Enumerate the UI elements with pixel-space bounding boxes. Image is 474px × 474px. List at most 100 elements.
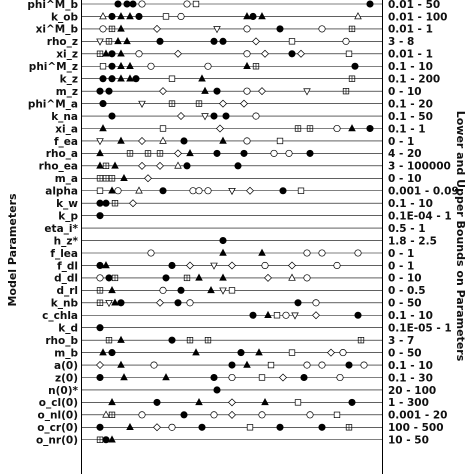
marker-circle-filled [210,373,218,382]
marker-circle-filled [174,299,182,307]
marker-circle-filled [183,162,191,170]
marker-triangle-filled [219,248,227,256]
marker-triangle-filled [126,422,134,431]
marker-circle-open [270,149,278,157]
marker-circle-filled [213,149,221,157]
parameter-label: phi^M_a [28,98,78,110]
marker-circle-filled [102,436,110,444]
marker-square-open [288,38,296,45]
marker-circle-filled [114,0,122,8]
marker-diamond-open [144,174,152,183]
marker-circle-filled [213,386,221,394]
marker-circle-open [303,249,311,257]
marker-triangle-filled [117,74,125,82]
marker-circle-open [159,286,167,294]
marker-square-crossed [96,287,104,294]
bound-label: 0 - 1 [388,136,414,148]
marker-circle-filled [159,187,167,195]
marker-square-open [273,312,281,319]
marker-circle-filled [237,349,245,357]
parameter-label: f_dl [57,260,78,272]
marker-circle-open [282,311,290,319]
marker-triangle-filled [195,273,203,281]
marker-diamond-open [288,261,296,270]
marker-circle-open [243,87,251,95]
bound-label: 0.1 - 50 [388,111,433,123]
marker-circle-filled [123,0,131,8]
bound-label: 10 - 50 [388,435,429,447]
marker-triangle-filled [111,298,119,306]
marker-square-open [228,287,236,294]
marker-diamond-open [258,87,266,96]
marker-circle-open [285,149,293,157]
marker-square-crossed [348,75,356,82]
marker-circle-open [177,12,185,21]
parameter-labels: phi^M_bk_obxi^M_brho_zxi_zphi^M_zk_zm_zp… [27,0,78,447]
marker-circle-open [150,361,158,369]
bound-label: 0.1 - 10 [388,198,433,210]
parameter-label: h_z* [54,235,79,247]
marker-circle-filled [222,112,230,120]
marker-circle-open [258,411,266,419]
parameter-label: rho_a [46,148,78,160]
marker-diamond-open [246,186,254,195]
parameter-label: k_d [58,323,78,335]
marker-triangle-filled [198,74,206,82]
bound-label: 0.1 - 10 [388,61,433,73]
marker-triangle-down-open [96,38,104,46]
marker-diamond-open [96,361,104,370]
marker-diamond-open [312,311,320,320]
bound-label: 0.1E-05 - 1 [388,323,452,335]
marker-circle-open [354,249,362,257]
marker-square-crossed [111,274,119,282]
marker-circle-filled [156,37,164,45]
marker-circle-filled [96,373,104,382]
marker-triangle-filled [255,348,263,356]
parameter-label: phi^M_z [29,61,78,73]
marker-triangle-down-open [201,113,209,121]
marker-diamond-open [240,99,248,108]
bound-label: 0.1E-04 - 1 [388,210,452,222]
marker-triangle-down-open [228,188,236,196]
marker-circle-filled [135,12,143,21]
marker-square-crossed [126,150,134,157]
marker-circle-filled [99,100,107,108]
marker-circle-filled [351,62,359,70]
marker-square-open [192,0,200,8]
marker-triangle-filled [96,161,104,169]
marker-triangle-filled [117,360,125,368]
marker-diamond-open [261,49,269,58]
marker-circle-open [204,62,212,70]
parameter-label: d_dl [54,273,78,285]
marker-square-crossed [102,175,110,182]
marker-circle-filled [108,62,116,70]
marker-square-crossed [168,100,176,107]
marker-square-crossed [195,100,203,107]
marker-triangle-filled [99,348,107,356]
marker-circle-filled [210,112,218,120]
bound-label: 3 - 8 [388,36,414,48]
marker-circle-open [195,187,203,195]
bound-label: 0.001 - 0.09 [388,186,459,198]
marker-diamond-open [327,348,335,357]
marker-circle-open [138,0,146,8]
marker-square-open [345,50,353,57]
marker-square-crossed [342,87,350,95]
marker-square-open [288,349,296,356]
marker-triangle-filled [162,373,170,381]
marker-diamond-open [174,49,182,58]
bound-label: 0.1 - 10 [388,310,433,322]
parameter-label: k_w [56,198,78,210]
marker-diamond-open [156,161,164,170]
parameter-label: k_na [51,111,78,123]
marker-triangle-filled [243,360,251,368]
marker-square-crossed [306,125,314,132]
marker-circle-open [135,50,143,58]
marker-circle-filled [366,0,374,8]
marker-triangle-filled [108,286,116,294]
right-axis-title-text: Lower and Upper Bounds on Parameters [454,111,467,362]
marker-triangle-open [99,12,107,20]
marker-circle-filled [168,336,176,344]
marker-circle-open [306,411,314,419]
parameter-label: rho_z [47,36,78,48]
